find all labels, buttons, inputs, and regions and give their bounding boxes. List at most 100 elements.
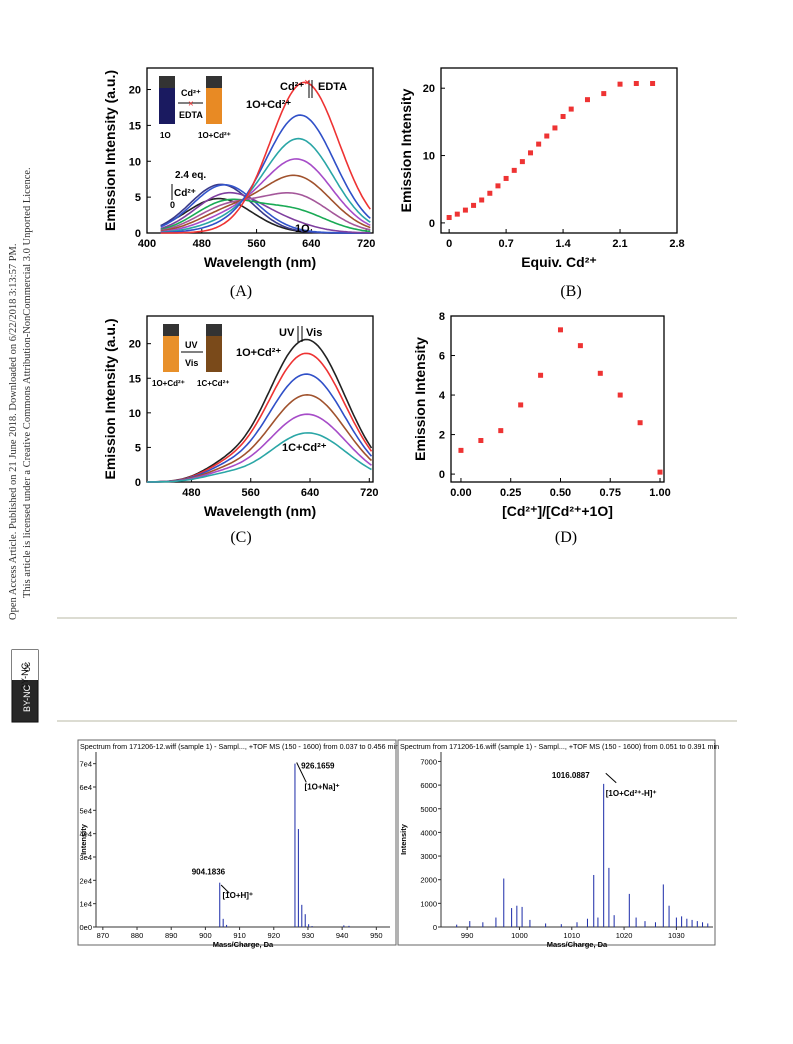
x-axis-label: Equiv. Cd²⁺ (521, 254, 597, 270)
inset-vis: Vis (185, 358, 198, 368)
panel-c: 480 560 640 720 0 5 10 15 20 Wavelength (nm) Emiss… (102, 315, 378, 519)
data-point (557, 327, 563, 333)
x-tick-label: 640 (301, 487, 319, 499)
annotation-1o-cd: 1O+Cd²⁺ (236, 347, 281, 359)
inset-cd: Cd²⁺ (181, 88, 201, 98)
y-tick-label: 20 (423, 83, 435, 95)
x-axis-label: Wavelength (nm) (204, 503, 316, 519)
x-tick-label: 1030 (668, 931, 685, 940)
data-point (617, 392, 623, 398)
vial-1c-cd-cap (206, 324, 222, 336)
y-tick-label: 6e4 (79, 783, 92, 792)
x-tick-label: 880 (131, 931, 144, 940)
annotation-uv: UV (279, 327, 295, 339)
data-point (479, 197, 485, 203)
x-tick-label: 0 (446, 238, 452, 250)
ion-arrow-904 (220, 884, 230, 894)
y-tick-label: 20 (129, 85, 141, 97)
y-tick-label: 10 (129, 156, 141, 168)
annotation-eq: 2.4 eq. (175, 170, 206, 181)
series-line (160, 137, 371, 233)
data-point (601, 91, 607, 97)
y-axis-label: Intensity (399, 823, 408, 855)
ion-label-904: [1O+H]⁺ (222, 891, 253, 900)
spectrum-header: Spectrum from 171206-16.wiff (sample 1) … (400, 742, 719, 751)
inset-vial-1o: 1O (160, 131, 171, 140)
x-tick-label: 1.00 (649, 487, 670, 499)
data-point (544, 133, 550, 139)
vial-1o-cd-cap (206, 76, 222, 88)
ion-arrow-926 (296, 762, 307, 783)
y-tick-label: 20 (129, 339, 141, 351)
series-line (160, 158, 371, 233)
data-point (511, 167, 517, 173)
y-tick-label: 4 (439, 390, 446, 402)
y-axis-label: Emission Intensity (412, 337, 428, 461)
series-line (160, 184, 371, 234)
x-tick-label: 870 (97, 931, 110, 940)
caption-a: (A) (230, 283, 252, 300)
caption-b: (B) (560, 283, 581, 300)
inset-edta: EDTA (179, 110, 203, 120)
y-axis-label: Emission Intensity (a.u.) (102, 70, 118, 231)
x-tick-label: 480 (193, 238, 211, 250)
panel-d: 0.00 0.25 0.50 0.75 1.00 0 2 4 6 8 [Cd²⁺]/[Cd²⁺+1O… (412, 311, 671, 519)
x-tick-label: 1.4 (555, 238, 571, 250)
inset-vial-right: 1C+Cd²⁺ (197, 379, 229, 388)
y-tick-label: 2 (439, 430, 445, 442)
inset-uv: UV (185, 340, 198, 350)
spectrum-header: Spectrum from 171206-12.wiff (sample 1) … (80, 742, 399, 751)
data-point (584, 97, 590, 103)
inset-vial-left: 1O+Cd²⁺ (152, 379, 185, 388)
data-point (597, 370, 603, 376)
plot-frame (146, 67, 374, 234)
ms-spectrum-2: Spectrum from 171206-16.wiff (sample 1) … (397, 739, 719, 949)
series-line (160, 192, 371, 232)
divider-1 (57, 617, 737, 619)
y-axis-label: Emission Intensity (398, 88, 414, 212)
x-axis-label: Wavelength (nm) (204, 254, 316, 270)
data-point (471, 202, 477, 208)
data-point (538, 372, 544, 378)
y-tick-label: 0 (429, 218, 435, 230)
ion-label-1016: [1O+Cd²⁺-H]⁺ (606, 789, 657, 798)
y-tick-label: 2000 (420, 876, 437, 885)
data-point (495, 183, 501, 189)
x-tick-label: 720 (357, 238, 375, 250)
y-tick-label: 0 (135, 477, 141, 489)
data-point (552, 125, 558, 131)
x-tick-label: 0.7 (498, 238, 513, 250)
data-point (617, 81, 623, 87)
annotation-cd: Cd²⁺ (280, 81, 304, 93)
y-tick-label: 7000 (420, 757, 437, 766)
y-tick-label: 5 (135, 442, 141, 454)
y-tick-label: 2e4 (79, 876, 92, 885)
data-point (498, 428, 504, 434)
y-tick-label: 5 (135, 192, 141, 204)
data-point (560, 113, 566, 119)
annotation-eq-cd: Cd²⁺ (174, 188, 196, 199)
data-point (657, 469, 663, 475)
y-tick-label: 3e4 (79, 853, 92, 862)
x-tick-label: 560 (242, 487, 260, 499)
x-tick-label: 890 (165, 931, 178, 940)
data-point (478, 438, 484, 443)
y-tick-label: 0 (433, 923, 437, 932)
vial-1o-cap (159, 76, 175, 88)
spectrum-frame (397, 739, 716, 946)
y-tick-label: 0 (439, 469, 445, 481)
x-tick-label: 1000 (511, 931, 528, 940)
ion-label-926: [1O+Na]⁺ (305, 782, 340, 791)
y-tick-label: 3000 (420, 852, 437, 861)
series-line (147, 413, 372, 483)
data-point (503, 175, 509, 181)
y-tick-label: 5000 (420, 805, 437, 814)
y-tick-label: 0e0 (79, 923, 92, 932)
y-tick-label: 1000 (420, 899, 437, 908)
caption-d: (D) (555, 529, 577, 546)
y-axis-label: Intensity (79, 823, 88, 855)
data-point (637, 420, 643, 426)
x-tick-label: 1010 (563, 931, 580, 940)
x-tick-label: 400 (138, 238, 156, 250)
x-tick-label: 720 (360, 487, 378, 499)
